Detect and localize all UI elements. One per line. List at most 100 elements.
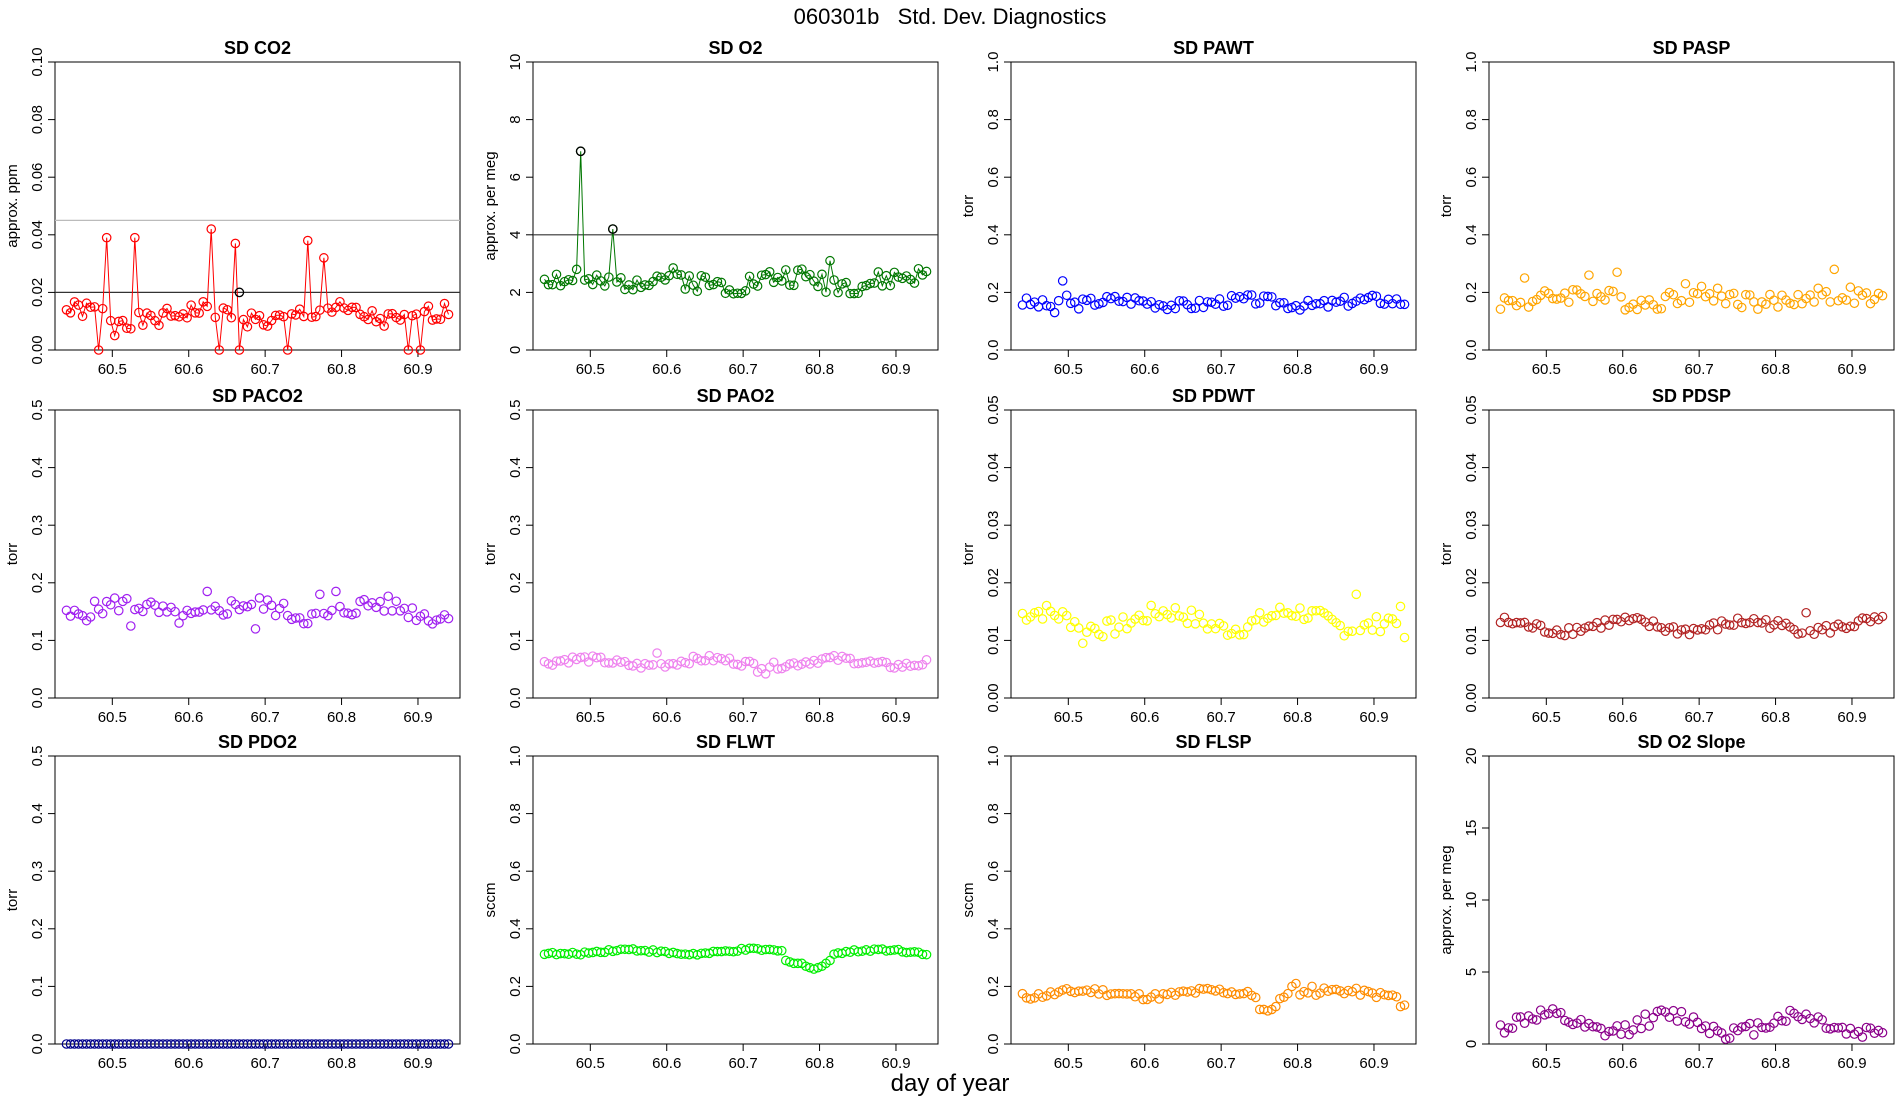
x-tick-label: 60.6 — [1608, 709, 1637, 726]
data-point — [431, 615, 442, 625]
panel-pdsp: SD PDSP 0.00 0.01 0.02 0.03 0.04 0.05 torr 60.5 6… — [1438, 386, 1895, 726]
data-point — [1037, 295, 1048, 305]
data-point — [567, 275, 578, 286]
data-point — [117, 315, 128, 326]
data-point — [1214, 294, 1225, 304]
data-point — [1082, 627, 1092, 637]
plot-frame — [1010, 61, 1417, 351]
data-point — [780, 265, 791, 275]
data-point — [680, 284, 691, 294]
data-point — [335, 601, 345, 612]
data-point — [1845, 282, 1856, 293]
data-point — [728, 946, 739, 957]
data-point — [1395, 1001, 1406, 1012]
data-point — [1527, 1014, 1538, 1024]
data-point — [616, 657, 626, 668]
series-line — [544, 151, 927, 295]
data-point — [1299, 614, 1309, 625]
panel-title: SD CO2 — [224, 38, 291, 58]
data-point — [1094, 299, 1104, 309]
x-tick-label: 60.7 — [729, 361, 758, 378]
panel-title: SD PACO2 — [212, 386, 303, 406]
y-tick-label: 0.2 — [985, 282, 1002, 303]
panel-pdwt: SD PDWT 0.00 0.01 0.02 0.03 0.04 0.05 torr 60.5 6… — [960, 386, 1417, 726]
data-point — [1668, 622, 1679, 632]
data-point — [1584, 621, 1594, 631]
data-point — [383, 309, 394, 319]
x-tick-label: 60.8 — [1283, 1055, 1312, 1072]
y-axis-label: torr — [960, 195, 977, 218]
data-point — [1761, 614, 1771, 625]
plot-frame — [532, 61, 939, 351]
data-point — [367, 306, 377, 316]
data-point — [684, 271, 695, 281]
data-point — [218, 610, 229, 620]
y-tick-label: 10 — [507, 54, 524, 71]
y-tick-label: 0.8 — [1463, 109, 1480, 130]
x-tick-label: 60.5 — [576, 709, 605, 726]
data-point — [841, 653, 851, 664]
data-point — [616, 273, 626, 283]
panel-title: SD PAWT — [1173, 38, 1254, 58]
plot-frame — [54, 61, 461, 351]
data-point — [1576, 1014, 1586, 1025]
data-point — [162, 303, 172, 314]
data-point — [1331, 984, 1341, 995]
data-point — [306, 609, 317, 619]
data-point — [242, 321, 253, 332]
data-point — [1632, 304, 1643, 315]
panel-title: SD PASP — [1653, 38, 1731, 58]
data-point — [873, 267, 884, 277]
y-tick-label: 5 — [1463, 968, 1480, 976]
data-point — [793, 265, 803, 275]
data-point — [1114, 622, 1124, 632]
x-tick-label: 60.5 — [1532, 1055, 1561, 1072]
y-axis-label: torr — [4, 889, 21, 912]
data-point — [1749, 1030, 1759, 1040]
data-point — [809, 964, 819, 974]
data-point — [604, 272, 614, 282]
x-tick-label: 60.5 — [98, 361, 127, 378]
y-tick-label: 0.00 — [985, 683, 1002, 712]
panel-pdo2: SD PDO2 0.0 0.1 0.2 0.3 0.4 0.5 torr 60.5 60.6 60.… — [4, 732, 461, 1072]
data-point — [1861, 1022, 1872, 1033]
y-tick-label: 0.6 — [985, 167, 1002, 188]
data-point — [1753, 304, 1763, 314]
data-point — [1857, 613, 1868, 623]
plot-frame — [1488, 61, 1895, 351]
data-point — [1343, 626, 1354, 637]
data-point — [1069, 616, 1080, 627]
data-point — [1668, 289, 1679, 300]
data-point — [1102, 616, 1112, 626]
data-point — [1728, 288, 1739, 299]
y-tick-label: 0.1 — [29, 976, 46, 997]
x-tick-label: 60.5 — [576, 1055, 605, 1072]
panel-pawt: SD PAWT 0.0 0.2 0.4 0.6 0.8 1.0 torr 60.5 60.6 60.… — [960, 38, 1417, 378]
data-point — [1287, 610, 1297, 621]
data-point — [1523, 622, 1534, 632]
data-point — [407, 603, 418, 613]
y-tick-label: 0.04 — [29, 220, 46, 249]
data-point — [1736, 1022, 1747, 1032]
data-point — [857, 281, 867, 292]
panel-flwt: SD FLWT 0.0 0.2 0.4 0.6 0.8 1.0 sccm 60.5 60.6 60.… — [482, 732, 939, 1072]
data-point — [1531, 619, 1542, 629]
data-point — [391, 596, 402, 607]
data-point — [1234, 630, 1245, 640]
data-point — [403, 345, 414, 355]
data-point — [154, 607, 164, 618]
data-point — [375, 596, 385, 607]
x-tick-label: 60.5 — [1532, 709, 1561, 726]
data-point — [190, 308, 200, 318]
y-tick-label: 15 — [1463, 820, 1480, 837]
y-tick-label: 0.6 — [1463, 167, 1480, 188]
panel-title: SD O2 — [708, 38, 762, 58]
y-tick-label: 0.05 — [985, 395, 1002, 424]
data-point — [1170, 602, 1181, 613]
data-point — [1146, 600, 1156, 611]
y-tick-label: 0.2 — [507, 572, 524, 593]
data-point — [1821, 286, 1832, 297]
data-point — [1539, 1010, 1550, 1020]
data-point — [93, 345, 104, 355]
